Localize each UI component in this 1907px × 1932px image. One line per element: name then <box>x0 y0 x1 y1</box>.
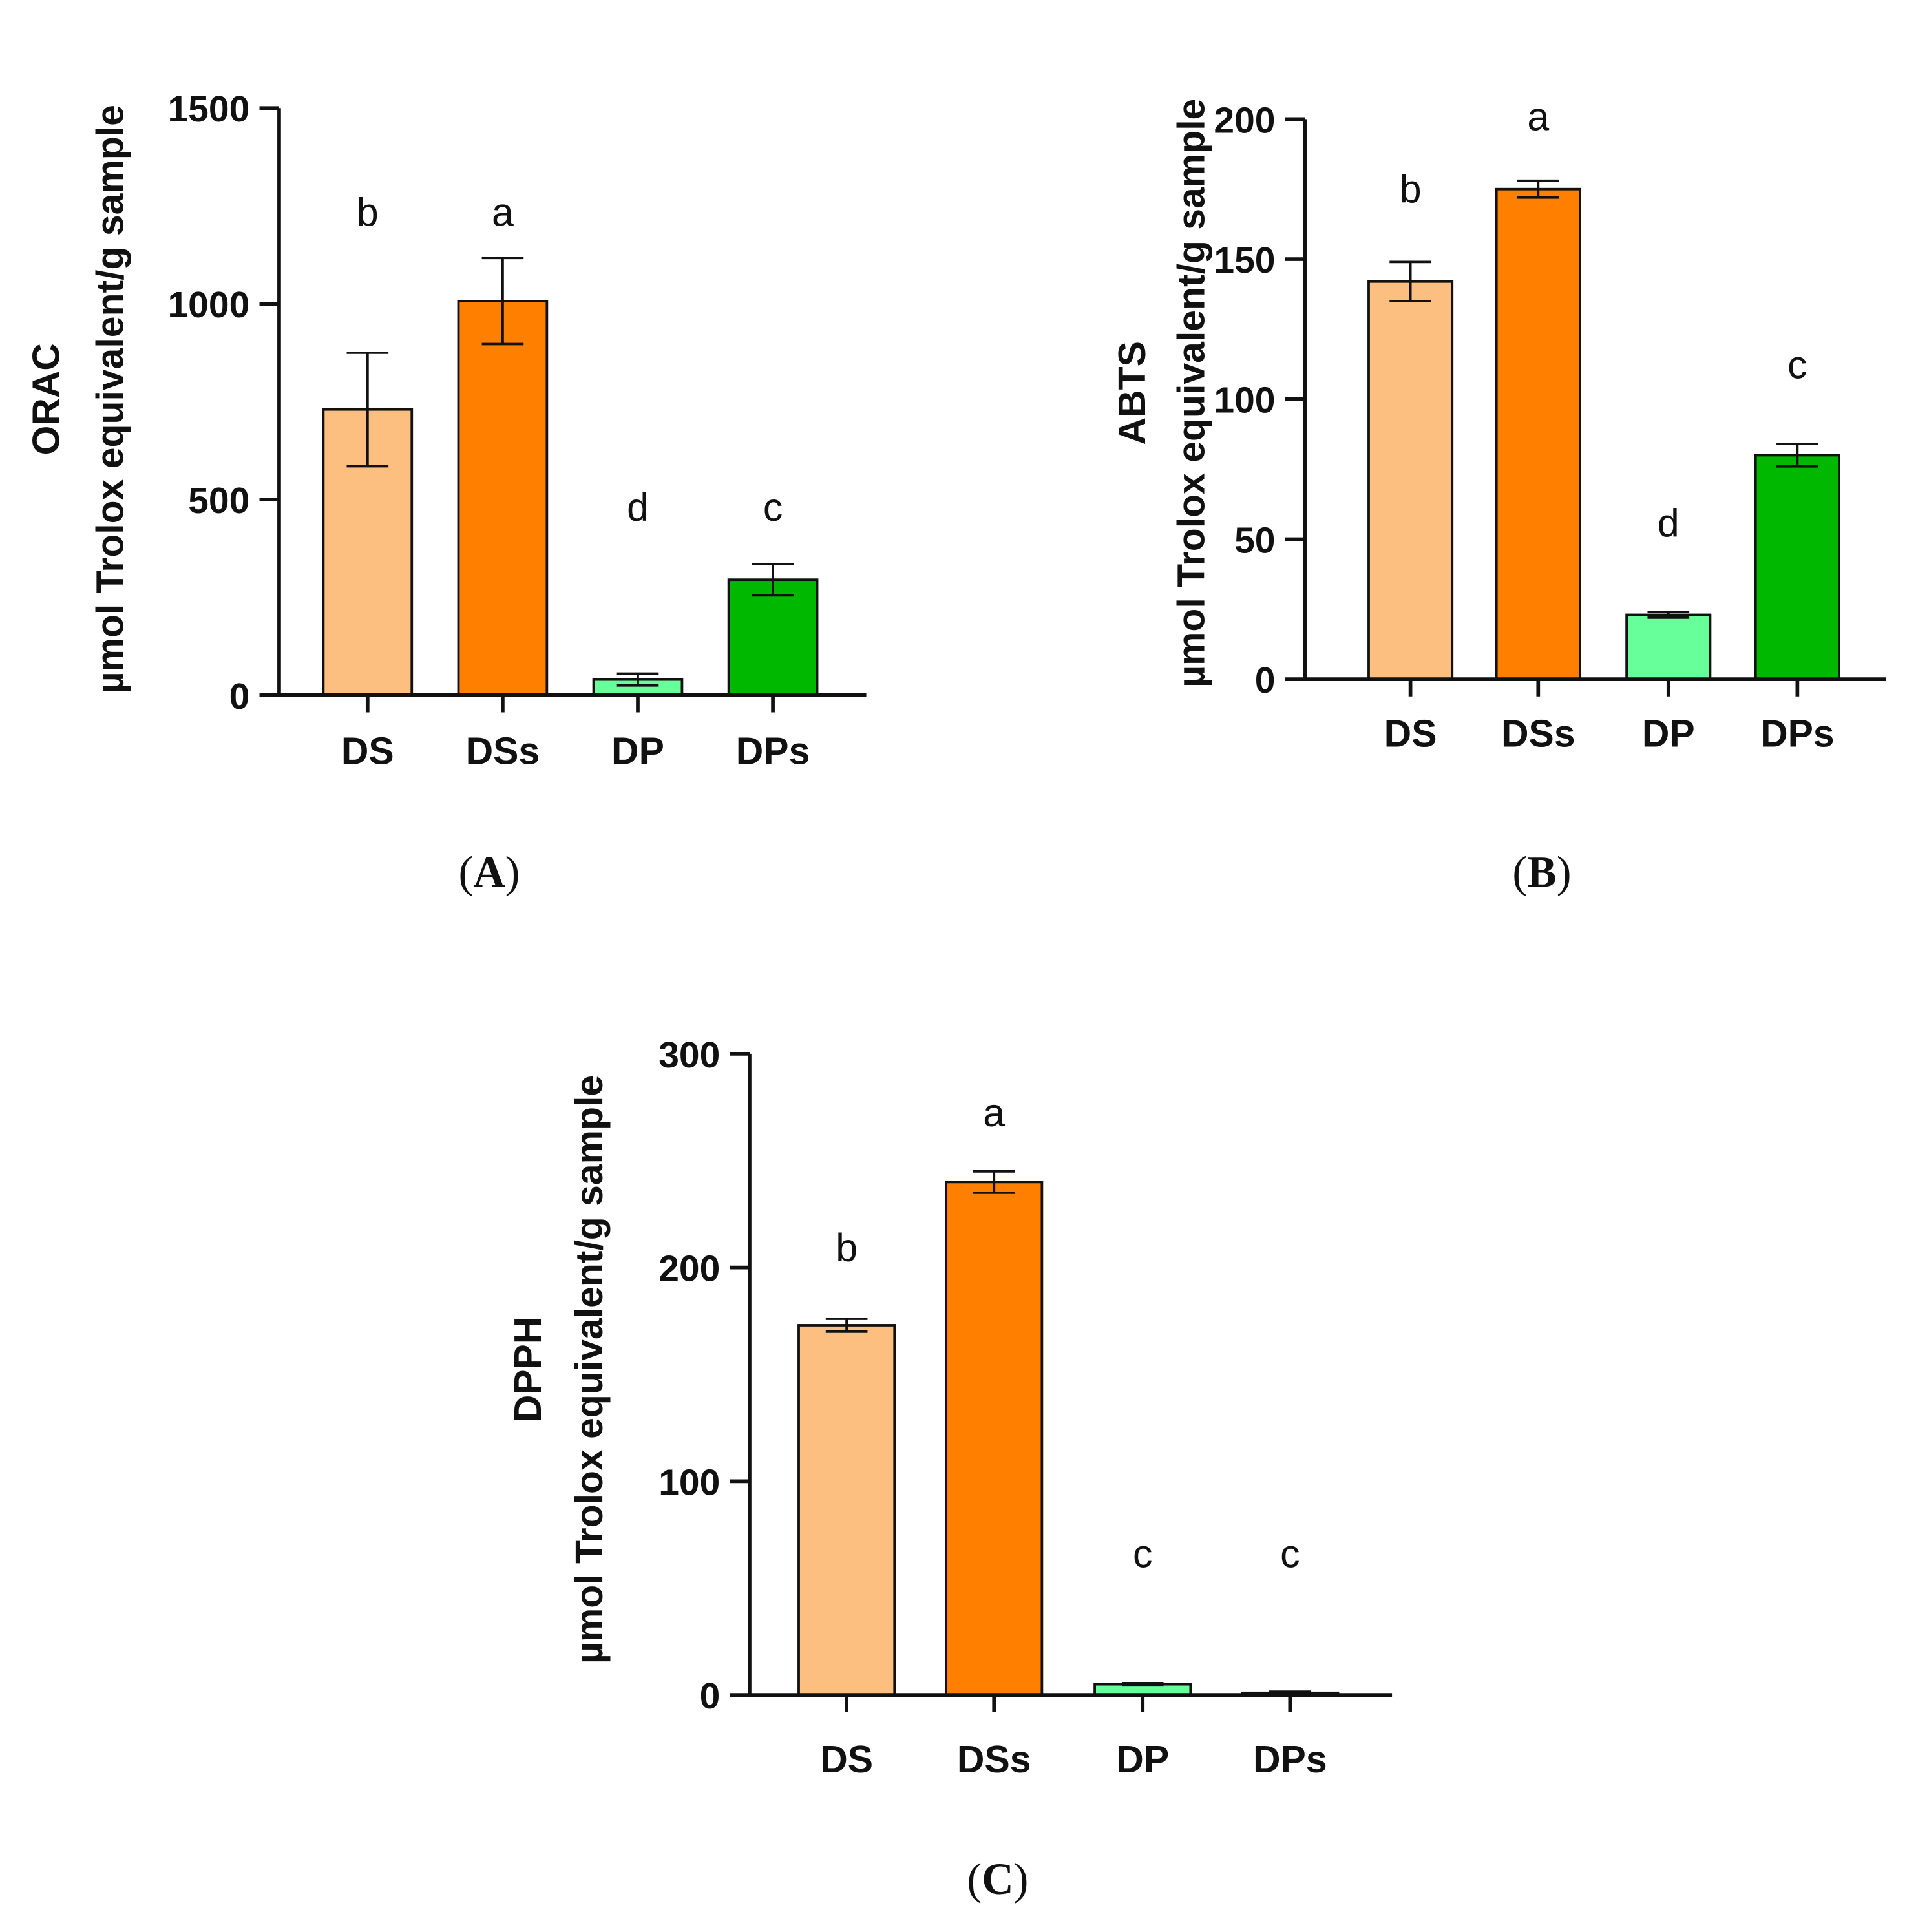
y-tick-label: 1500 <box>167 89 249 130</box>
y-axis-unit: µmol Trolox equivalent/g sample <box>569 1075 611 1664</box>
significance-label: c <box>1280 1531 1300 1575</box>
error-bar-DP <box>616 672 659 687</box>
x-tick-label: DPs <box>1760 713 1835 755</box>
error-bar-DP <box>1647 611 1690 619</box>
y-tick-label: 300 <box>658 1034 720 1076</box>
x-tick-label: DP <box>611 730 664 772</box>
error-bar-DSs <box>1517 179 1559 199</box>
x-tick-label: DPs <box>1253 1739 1327 1781</box>
error-bar-DS <box>346 351 389 468</box>
y-axis-unit: µmol Trolox equivalent/g sample <box>90 105 132 693</box>
panel-label: (A) <box>459 847 520 896</box>
significance-label: d <box>1658 501 1680 545</box>
y-axis-title: ABTS <box>1112 341 1154 445</box>
panel-label: (C) <box>967 1854 1028 1904</box>
y-tick-label: 1000 <box>167 284 249 326</box>
error-bar-DPs <box>752 563 794 597</box>
y-tick-label: 100 <box>1214 380 1275 421</box>
bar-DP <box>1625 613 1712 681</box>
x-tick-label: DS <box>1384 713 1437 755</box>
y-tick-label: 100 <box>658 1462 720 1503</box>
y-axis-title: ORAC <box>26 343 68 455</box>
y-tick-label: 200 <box>658 1248 720 1290</box>
significance-label: b <box>357 191 379 235</box>
significance-label: c <box>1787 342 1807 386</box>
significance-label: a <box>1527 94 1549 138</box>
significance-label: c <box>1133 1531 1152 1575</box>
chart-C: b DS a DSs c DP c DPs 0 100 200 300 DPPH µmol Trolox … <box>507 1034 1393 1904</box>
y-tick-label: 0 <box>229 676 250 717</box>
y-tick-label: 50 <box>1234 520 1275 561</box>
bar-DSs <box>945 1181 1044 1697</box>
error-bar-DPs <box>1776 443 1818 468</box>
bar-DSs <box>457 299 549 697</box>
error-bar-DS <box>1389 260 1431 302</box>
error-bar-DSs <box>973 1170 1015 1194</box>
x-tick-label: DP <box>1116 1739 1169 1781</box>
panel-label: (B) <box>1512 847 1571 896</box>
chart-A: b DS a DSs d DP c DPs 0 500 1000 1500 ORAC µmol Trolo… <box>26 89 867 896</box>
y-axis-title: DPPH <box>507 1317 549 1423</box>
y-axis-unit: µmol Trolox equivalent/g sample <box>1170 99 1212 688</box>
bar-DS <box>1367 280 1454 681</box>
error-bar-DP <box>1121 1682 1164 1687</box>
y-tick-label: 0 <box>700 1675 721 1717</box>
significance-label: d <box>627 485 649 529</box>
significance-label: a <box>983 1091 1005 1135</box>
chart-B: b DS a DSs d DP c DPs 0 50 100 150 200 ABTS µmol Trolo… <box>1112 94 1886 896</box>
bar-DS <box>797 1324 896 1697</box>
bar-DPs <box>1754 454 1840 681</box>
error-bar-DS <box>825 1318 868 1333</box>
x-tick-label: DPs <box>736 730 810 772</box>
significance-label: b <box>836 1226 858 1270</box>
y-tick-label: 500 <box>188 480 249 521</box>
x-tick-label: DS <box>820 1739 873 1781</box>
y-tick-label: 0 <box>1255 660 1276 701</box>
x-tick-label: DSs <box>957 1739 1031 1781</box>
bar-DPs <box>727 578 819 697</box>
x-tick-label: DSs <box>466 730 540 772</box>
significance-label: c <box>763 485 783 529</box>
x-tick-label: DSs <box>1501 713 1575 755</box>
x-tick-label: DP <box>1642 713 1695 755</box>
y-tick-label: 150 <box>1214 240 1275 281</box>
x-tick-label: DS <box>341 730 394 772</box>
error-bar-DSs <box>481 257 524 346</box>
significance-label: b <box>1400 167 1422 211</box>
y-tick-label: 200 <box>1214 100 1275 141</box>
bar-DSs <box>1495 187 1581 681</box>
significance-label: a <box>492 191 514 235</box>
